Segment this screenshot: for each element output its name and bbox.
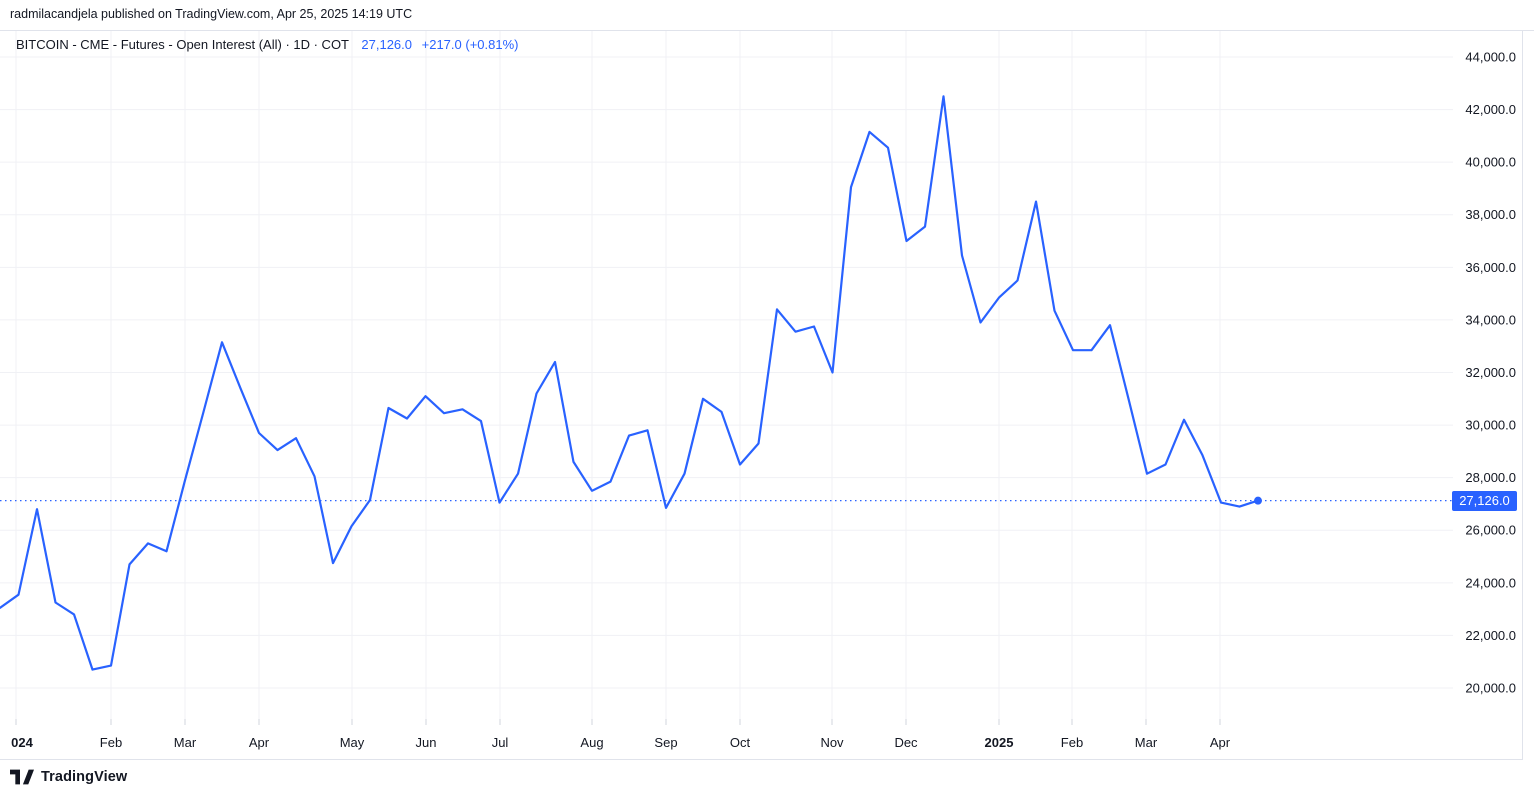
y-axis-label: 42,000.0	[1465, 102, 1516, 117]
x-axis-label: Nov	[820, 735, 844, 750]
symbol-title: BITCOIN - CME - Futures - Open Interest …	[16, 37, 349, 52]
x-axis-label: Oct	[730, 735, 751, 750]
x-axis-label: Apr	[1210, 735, 1231, 750]
x-axis-label: 024	[11, 735, 33, 750]
x-axis-label: Mar	[174, 735, 197, 750]
x-axis-label: Feb	[1061, 735, 1083, 750]
x-axis-label: Feb	[100, 735, 122, 750]
footer: TradingView	[10, 763, 127, 791]
y-axis-label: 44,000.0	[1465, 50, 1516, 65]
chart-legend: BITCOIN - CME - Futures - Open Interest …	[16, 37, 518, 52]
price-axis-badge: 27,126.0	[1452, 491, 1517, 511]
y-axis-label: 20,000.0	[1465, 680, 1516, 695]
x-axis-label: Aug	[580, 735, 603, 750]
tradingview-logo-icon[interactable]	[10, 769, 34, 785]
y-axis-label: 34,000.0	[1465, 312, 1516, 327]
x-axis-label: May	[340, 735, 365, 750]
x-axis-label: Apr	[249, 735, 270, 750]
x-axis-label: Dec	[894, 735, 918, 750]
price-chart[interactable]: 44,000.0 42,000.0 40,000.0 38,000.0 36,000.0…	[0, 30, 1534, 792]
x-axis-label: Sep	[654, 735, 677, 750]
x-axis-label: Mar	[1135, 735, 1158, 750]
attribution-text: radmilacandjela published on TradingView…	[10, 7, 413, 21]
legend-last-price: 27,126.0	[361, 37, 412, 52]
y-axis-label: 36,000.0	[1465, 260, 1516, 275]
series-line	[0, 95, 1260, 671]
y-axis-label: 32,000.0	[1465, 365, 1516, 380]
y-axis-label: 22,000.0	[1465, 628, 1516, 643]
y-axis-label: 40,000.0	[1465, 155, 1516, 170]
legend-price-change: +217.0 (+0.81%)	[421, 37, 519, 52]
y-axis-label: 26,000.0	[1465, 523, 1516, 538]
x-axis-label: Jun	[416, 735, 437, 750]
y-axis-label: 30,000.0	[1465, 418, 1516, 433]
tradingview-wordmark[interactable]: TradingView	[41, 769, 128, 785]
y-axis-label: 24,000.0	[1465, 575, 1516, 590]
last-point-marker	[1254, 496, 1262, 505]
y-axis-label: 28,000.0	[1465, 470, 1516, 485]
y-axis-label: 38,000.0	[1465, 207, 1516, 222]
x-axis-label: Jul	[492, 735, 509, 750]
x-axis-label: 2025	[985, 735, 1014, 750]
